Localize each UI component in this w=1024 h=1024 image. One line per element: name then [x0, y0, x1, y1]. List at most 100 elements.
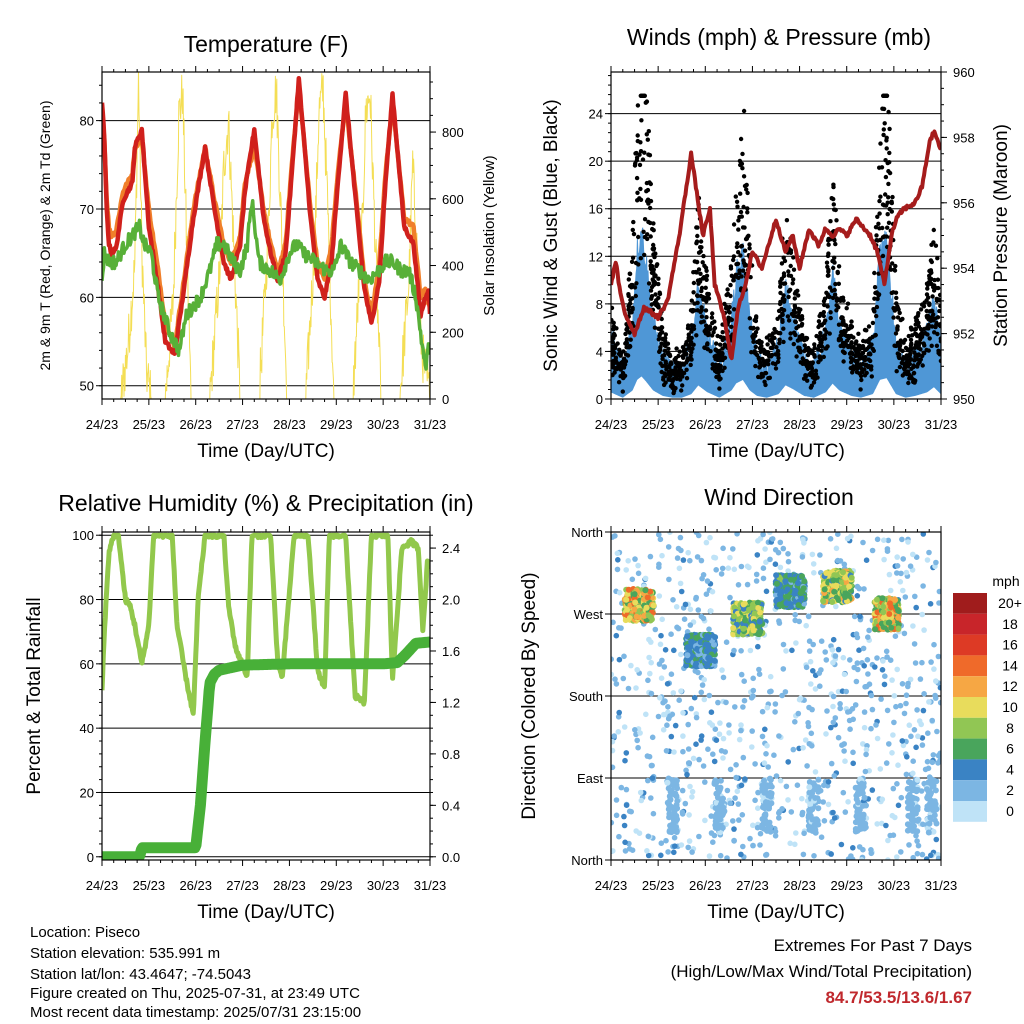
- direction-point: [718, 748, 725, 754]
- gust-point: [739, 161, 745, 166]
- direction-point: [891, 719, 897, 726]
- gust-point: [809, 361, 814, 366]
- gust-point: [931, 240, 936, 245]
- gust-point: [638, 186, 643, 192]
- direction-point: [668, 826, 675, 833]
- gust-point: [742, 225, 747, 230]
- direction-point: [693, 741, 699, 747]
- gust-point: [635, 103, 641, 108]
- direction-point: [687, 783, 693, 790]
- y-tick-label: 100: [72, 528, 94, 543]
- direction-point: [636, 830, 643, 836]
- gust-point: [892, 343, 897, 348]
- direction-point: [696, 833, 702, 840]
- direction-point: [895, 625, 902, 632]
- gust-point: [821, 334, 826, 339]
- gust-point: [876, 292, 882, 297]
- gust-point: [812, 345, 817, 351]
- gust-point: [727, 310, 732, 315]
- gust-point: [716, 356, 721, 361]
- gust-point: [898, 317, 903, 323]
- gust-point: [908, 325, 914, 330]
- direction-point: [831, 773, 838, 779]
- gust-point: [673, 355, 679, 361]
- gust-point: [800, 356, 805, 361]
- direction-point: [693, 660, 700, 667]
- direction-point: [810, 561, 817, 567]
- gust-point: [685, 358, 690, 363]
- direction-point: [776, 601, 783, 608]
- direction-point: [717, 852, 724, 859]
- gust-point: [781, 299, 787, 304]
- direction-point: [881, 556, 887, 563]
- gust-point: [818, 330, 823, 336]
- direction-point: [889, 677, 895, 683]
- direction-point: [634, 737, 640, 744]
- chart-title: Winds (mph) & Pressure (mb): [627, 24, 931, 50]
- gust-point: [786, 289, 792, 294]
- x-tick-label: 28/23: [273, 878, 306, 893]
- gust-point: [793, 319, 798, 324]
- gust-point: [694, 333, 699, 338]
- gust-point: [897, 310, 902, 316]
- gust-point: [740, 166, 745, 171]
- direction-point: [717, 720, 723, 726]
- gust-point: [873, 290, 878, 296]
- gust-point: [667, 353, 673, 359]
- gust-point: [849, 319, 854, 324]
- gust-point: [824, 260, 830, 265]
- direction-point: [935, 653, 941, 660]
- direction-point: [793, 640, 799, 646]
- direction-point: [645, 777, 651, 784]
- direction-point: [911, 727, 918, 733]
- direction-point: [905, 539, 911, 545]
- direction-point: [709, 588, 716, 595]
- gust-point: [666, 376, 671, 382]
- direction-point: [861, 709, 868, 715]
- direction-point: [869, 706, 876, 713]
- gust-point: [779, 261, 785, 266]
- gust-point: [924, 292, 930, 297]
- direction-point: [711, 758, 718, 765]
- direction-point: [688, 705, 695, 712]
- x-tick-label: 24/23: [595, 878, 628, 893]
- direction-point: [852, 702, 859, 708]
- gust-point: [923, 331, 928, 336]
- direction-point: [785, 759, 791, 765]
- direction-point: [648, 762, 655, 769]
- gust-point: [673, 375, 679, 380]
- direction-point: [816, 670, 823, 676]
- direction-point: [666, 576, 672, 583]
- direction-point: [618, 625, 624, 631]
- direction-point: [830, 809, 836, 816]
- gust-point: [684, 340, 689, 345]
- gust-point: [728, 264, 734, 269]
- x-axis-label: Time (Day/UTC): [707, 441, 845, 462]
- gust-point: [657, 349, 662, 354]
- gust-point: [640, 157, 646, 162]
- direction-point: [631, 606, 638, 613]
- gust-point: [701, 253, 706, 259]
- gust-point: [796, 306, 801, 312]
- direction-point: [921, 691, 927, 697]
- direction-point: [681, 616, 688, 622]
- gust-point: [884, 234, 889, 239]
- direction-point: [695, 607, 702, 613]
- gust-point: [791, 255, 796, 260]
- direction-point: [629, 576, 636, 583]
- direction-point: [846, 583, 853, 590]
- gust-point: [877, 198, 882, 204]
- direction-point: [706, 853, 713, 859]
- gust-point: [736, 227, 741, 232]
- series-precip: [102, 636, 430, 860]
- x-tick-label: 24/23: [595, 417, 628, 432]
- direction-point: [767, 556, 773, 563]
- direction-point: [831, 588, 838, 595]
- direction-point: [910, 854, 916, 860]
- direction-point: [724, 855, 730, 860]
- direction-point: [655, 713, 662, 720]
- gust-point: [666, 346, 671, 351]
- direction-point: [833, 603, 839, 610]
- direction-point: [822, 649, 828, 655]
- direction-point: [920, 707, 927, 714]
